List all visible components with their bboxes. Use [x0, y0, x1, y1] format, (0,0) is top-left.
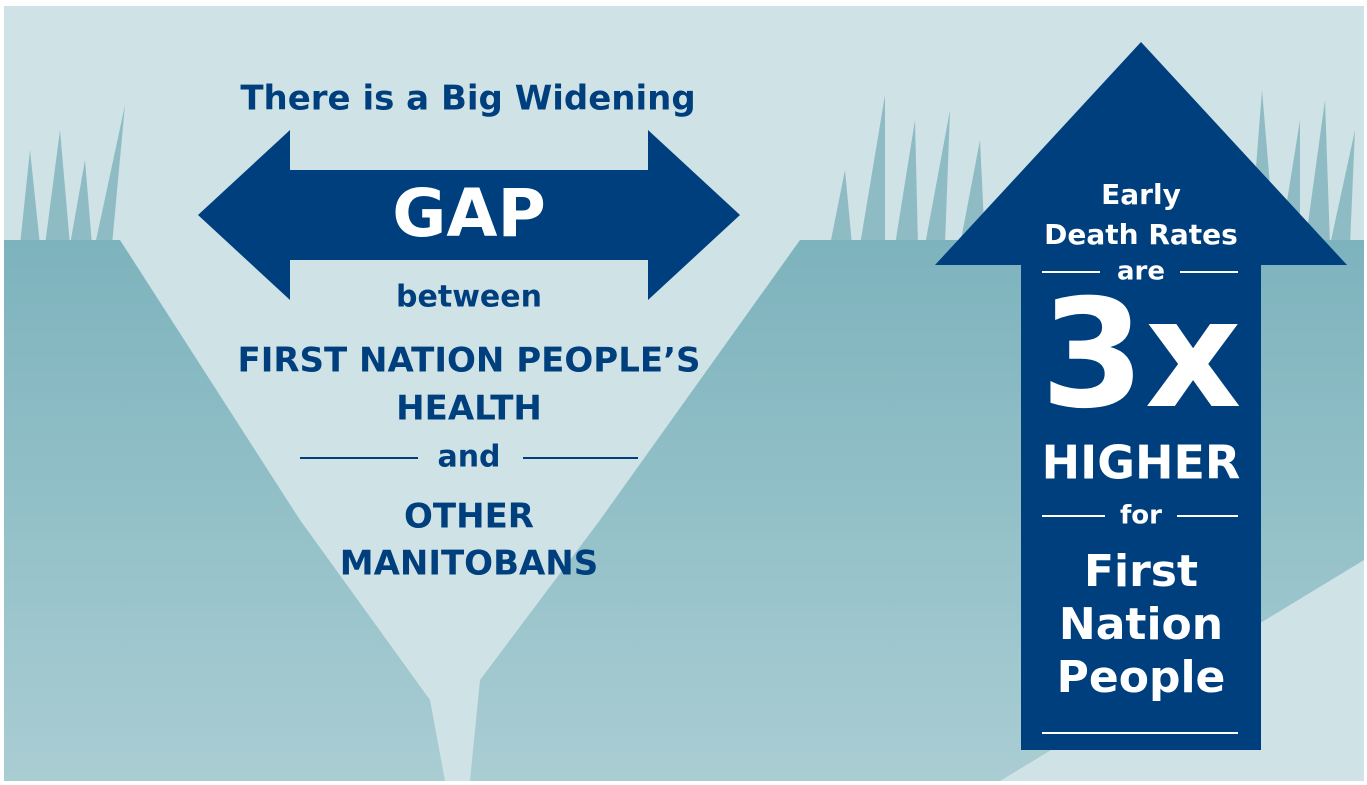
joiner: and — [437, 440, 500, 475]
group-line: Nation — [1059, 599, 1223, 650]
group-line: First — [1084, 546, 1198, 597]
multiplier: 3x — [1040, 268, 1241, 442]
group-b-line: MANITOBANS — [340, 544, 599, 584]
connector: between — [396, 280, 542, 315]
infographic: There is a Big Widening GAP between FIRS… — [0, 0, 1367, 785]
subject-line: Death Rates — [1044, 218, 1238, 251]
subject-line: Early — [1101, 178, 1181, 211]
group-line: People — [1057, 652, 1226, 703]
group-a-line: HEALTH — [396, 389, 542, 429]
group-a-line: FIRST NATION PEOPLE’S — [237, 341, 700, 381]
comparison: HIGHER — [1042, 436, 1241, 490]
heading: There is a Big Widening — [240, 79, 695, 119]
page: {"left": {"heading": "There is a Big Wid… — [0, 0, 1367, 785]
preposition: for — [1120, 501, 1162, 531]
group-b-line: OTHER — [404, 497, 534, 537]
arrow-label: GAP — [392, 175, 546, 252]
